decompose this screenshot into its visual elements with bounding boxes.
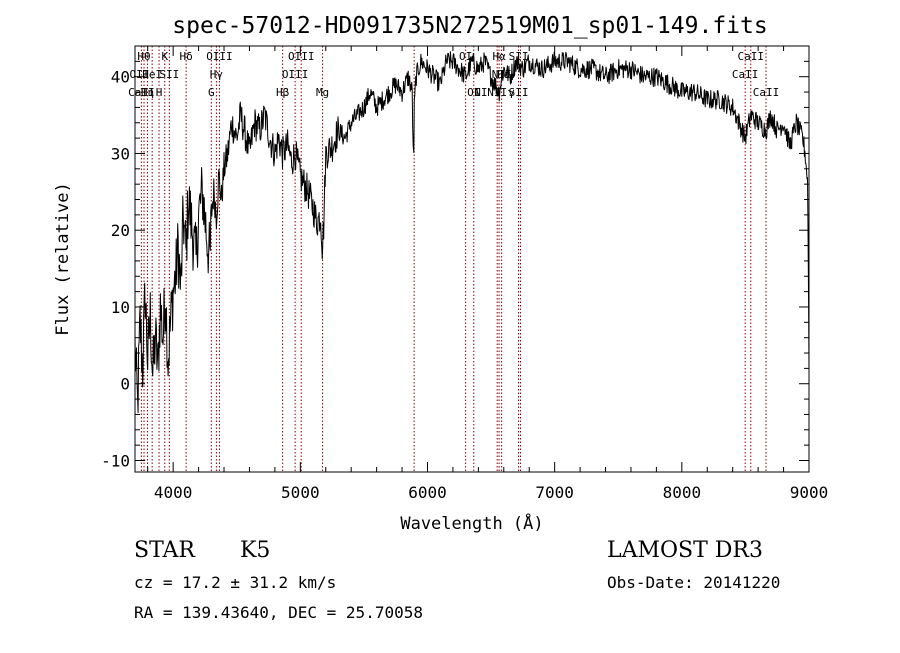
plot-frame	[134, 45, 810, 473]
line-label: OIII	[206, 50, 233, 63]
line-label: Hη	[141, 86, 154, 99]
coordinates: RA = 139.43640, DEC = 25.70058	[134, 603, 423, 622]
y-tick-label: -10	[101, 451, 130, 470]
x-axis-ticks: 4000 5000 6000 7000 8000 9000	[147, 46, 829, 502]
line-label: OI	[459, 50, 472, 63]
line-label: CaII	[738, 50, 765, 63]
survey-name: LAMOST DR3	[607, 538, 763, 563]
line-label: OIII	[282, 68, 309, 81]
y-tick-label: 30	[111, 144, 130, 163]
line-label: CaII	[732, 68, 759, 81]
line-label: OIII	[288, 50, 315, 63]
observation-date: Obs-Date: 20141220	[607, 573, 781, 592]
line-label: Mg	[316, 86, 329, 99]
x-tick-label: 9000	[790, 483, 829, 502]
y-tick-label: 10	[111, 298, 130, 317]
chart-title: spec-57012-HD091735N272519M01_sp01-149.f…	[172, 13, 767, 39]
line-label: SII	[159, 68, 179, 81]
line-label: H	[156, 86, 163, 99]
line-label: K	[161, 50, 168, 63]
spectrum-series	[134, 51, 810, 413]
y-tick-label: 0	[120, 375, 130, 394]
y-tick-label: 20	[111, 221, 130, 240]
line-label: Hβ	[276, 86, 290, 99]
x-tick-label: 7000	[535, 483, 574, 502]
x-tick-label: 5000	[281, 483, 320, 502]
line-label: HeI	[142, 68, 162, 81]
object-class: STAR	[134, 538, 195, 563]
flux-line	[134, 51, 810, 413]
x-tick-label: 6000	[408, 483, 447, 502]
line-label-extra: NI	[474, 86, 487, 99]
line-label: Hθ	[137, 50, 150, 63]
line-label-extra: γ	[508, 86, 515, 99]
redshift-info: cz = 17.2 ± 31.2 km/s	[134, 573, 337, 592]
y-tick-label: 40	[111, 68, 130, 87]
line-label: Hδ	[179, 50, 192, 63]
x-tick-label: 8000	[663, 483, 702, 502]
line-label: Hα	[492, 50, 506, 63]
object-subclass: K5	[240, 538, 271, 563]
x-tick-label: 4000	[154, 483, 193, 502]
spectral-line-markers	[140, 46, 767, 472]
x-axis-label: Wavelength (Å)	[400, 512, 543, 534]
line-label: G	[208, 86, 215, 99]
line-label: SII	[509, 86, 529, 99]
y-axis-label: Flux (relative)	[53, 182, 73, 336]
line-label: OI	[467, 86, 480, 99]
line-label: Hγ	[210, 68, 224, 81]
line-label-extra: OII	[130, 68, 150, 81]
y-axis-ticks: -10 0 10 20 30 40	[101, 45, 809, 470]
line-label: CaII	[753, 86, 780, 99]
